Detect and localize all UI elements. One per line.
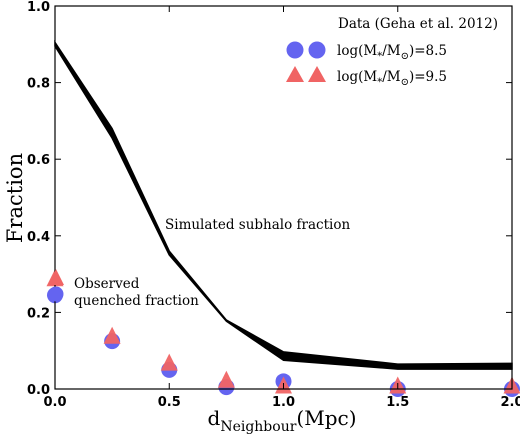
x-tick-label-4: 2.0 (500, 395, 520, 410)
legend: Data (Geha et al. 2012) log(M*/M⊙)=8.5 l… (286, 16, 498, 88)
point-9-5-2 (160, 353, 178, 371)
x-tick-label-1: 0.5 (158, 395, 181, 410)
observed-triangle-marker (48, 269, 64, 285)
x-tick-label-3: 1.5 (386, 395, 409, 410)
y-tick-label-2: 0.4 (27, 230, 50, 245)
point-9-5-3 (217, 370, 235, 388)
ticks-layer: 0.0 0.5 1.0 1.5 2.0 0.0 0.2 0.4 0.6 0.8 1.0 (27, 0, 520, 410)
legend-title: Data (Geha et al. 2012) (338, 16, 498, 32)
observed-annotation-line2: quenched fraction (74, 293, 199, 309)
observed-circle-marker (48, 286, 64, 302)
x-axis-title-sub: Neighbour (220, 419, 296, 435)
band-annotation: Simulated subhalo fraction (165, 217, 350, 233)
x-tick-label-0: 0.0 (43, 395, 66, 410)
legend-label-8-5: log(M*/M⊙)=8.5 (337, 43, 447, 62)
x-axis-title-main: d (208, 406, 221, 430)
legend-circle-marker-2 (308, 41, 326, 59)
x-tick-label-2: 1.0 (272, 395, 295, 410)
y-tick-label-5: 1.0 (27, 0, 50, 15)
y-axis-title: Fraction (3, 153, 27, 243)
plot-frame (54, 5, 513, 390)
x-axis-title-unit: (Mpc) (296, 406, 356, 430)
observed-annotation-line1: Observed (74, 276, 140, 292)
legend-label-9-5: log(M*/M⊙)=9.5 (337, 69, 447, 88)
observed-annotation-markers (48, 269, 64, 302)
y-tick-label-1: 0.2 (27, 306, 50, 321)
y-tick-label-0: 0.0 (27, 383, 50, 398)
simulated-subhalo-band (54, 39, 513, 370)
point-9-5-1 (103, 326, 121, 344)
simulated-band-layer (54, 39, 513, 370)
legend-circle-marker-1 (286, 41, 304, 59)
x-axis-title: dNeighbour(Mpc) (208, 406, 357, 435)
legend-triangle-marker-2 (308, 66, 326, 82)
legend-triangle-marker-1 (286, 66, 304, 82)
y-tick-label-3: 0.6 (27, 153, 50, 168)
y-tick-label-4: 0.8 (27, 77, 50, 92)
